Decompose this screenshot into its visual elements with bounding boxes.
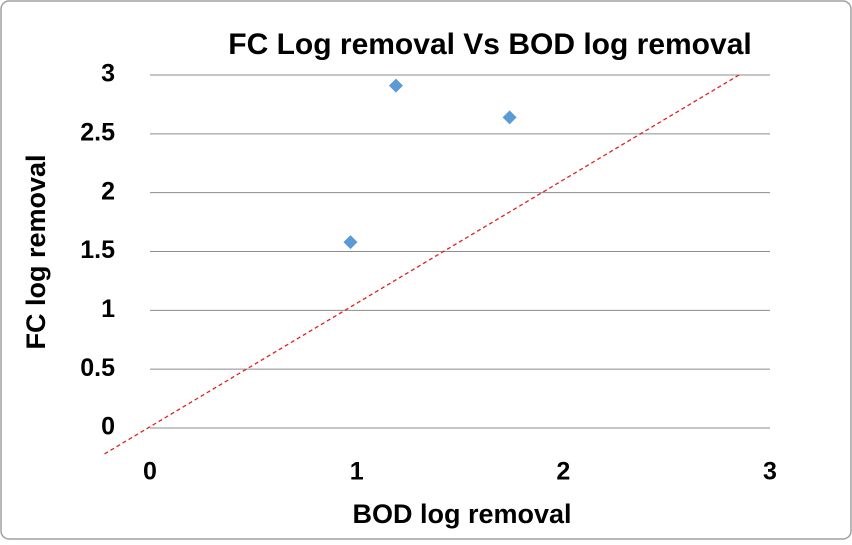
y-tick-label: 1 bbox=[101, 295, 115, 323]
chart-title: FC Log removal Vs BOD log removal bbox=[228, 28, 751, 61]
x-tick-label: 2 bbox=[556, 458, 570, 486]
y-tick-label: 2.5 bbox=[80, 118, 115, 146]
y-tick-label: 0.5 bbox=[80, 354, 115, 382]
x-axis-label: BOD log removal bbox=[352, 499, 571, 529]
y-tick-label: 2 bbox=[101, 177, 115, 205]
x-tick-label: 0 bbox=[143, 458, 157, 486]
y-tick-label: 1.5 bbox=[80, 236, 115, 264]
data-point bbox=[388, 78, 403, 93]
x-tick-label: 3 bbox=[763, 458, 777, 486]
y-tick-label: 3 bbox=[101, 60, 115, 88]
x-tick-label: 1 bbox=[350, 458, 364, 486]
data-point bbox=[343, 235, 358, 250]
y-tick-label: 0 bbox=[101, 413, 115, 441]
data-point bbox=[502, 110, 517, 125]
y-axis-label: FC log removal bbox=[21, 154, 51, 349]
